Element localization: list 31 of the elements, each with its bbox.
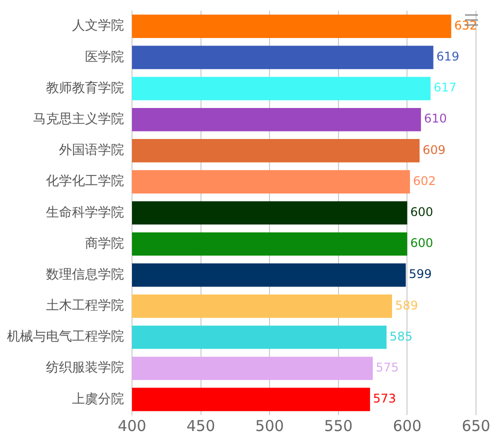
data-label: 609 bbox=[422, 142, 446, 157]
data-label: 573 bbox=[373, 392, 396, 406]
y-tick-label: 商学院 bbox=[85, 236, 124, 252]
y-tick-label: 人文学院 bbox=[72, 18, 124, 34]
data-label: 610 bbox=[424, 112, 447, 126]
y-tick-label: 教师教育学院 bbox=[46, 80, 124, 96]
data-label: 619 bbox=[436, 50, 460, 64]
data-label: 585 bbox=[390, 329, 412, 344]
data-label: 600 bbox=[410, 236, 434, 250]
data-label: 602 bbox=[412, 174, 436, 188]
x-tick-label: 400 bbox=[118, 416, 146, 435]
x-tick-label: 450 bbox=[186, 416, 216, 435]
data-label: 617 bbox=[434, 80, 456, 95]
y-tick-label: 上虞分院 bbox=[72, 392, 124, 407]
x-tick-label: 500 bbox=[255, 416, 284, 435]
x-tick-label: 650 bbox=[462, 416, 490, 435]
data-label: 575 bbox=[376, 360, 399, 374]
y-tick-label: 生命科学学院 bbox=[46, 205, 124, 220]
y-tick-label: 化学化工学院 bbox=[46, 174, 124, 190]
y-tick-label: 纺织服装学院 bbox=[46, 360, 124, 376]
y-tick-label: 机械与电气工程学院 bbox=[7, 330, 124, 345]
y-tick-label: 马克思主义学院 bbox=[33, 111, 124, 127]
y-tick-label: 医学院 bbox=[85, 50, 124, 65]
y-tick-label: 外国语学院 bbox=[59, 143, 124, 158]
x-tick-label: 600 bbox=[392, 416, 422, 435]
data-label: 599 bbox=[408, 267, 432, 282]
data-label: 589 bbox=[395, 298, 418, 312]
data-label: 600 bbox=[410, 205, 434, 220]
y-tick-label: 土木工程学院 bbox=[46, 298, 124, 314]
x-tick-label: 550 bbox=[324, 416, 353, 435]
y-tick-label: 数理信息学院 bbox=[46, 267, 124, 282]
